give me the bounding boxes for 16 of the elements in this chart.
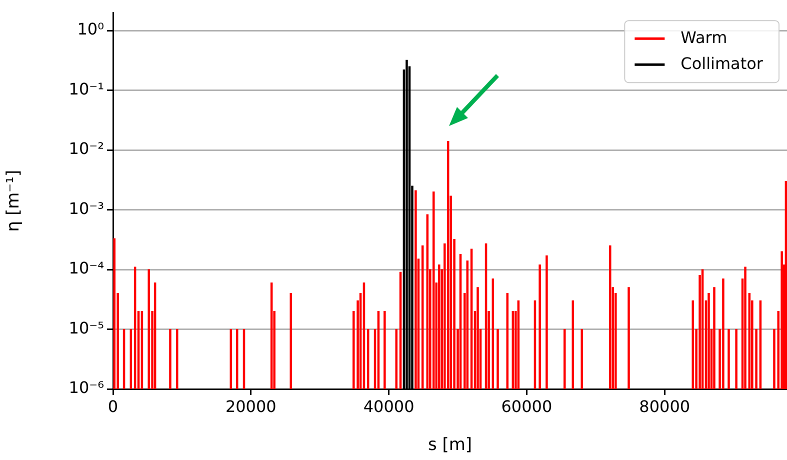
x-tick-label: 60000 <box>501 396 552 416</box>
legend-label: Warm <box>680 28 728 47</box>
y-tick-label: 10⁰ <box>77 20 104 39</box>
x-tick-label: 20000 <box>225 396 276 416</box>
y-tick-label: 10⁻⁵ <box>68 318 104 338</box>
x-axis-title: s [m] <box>428 435 472 456</box>
x-tick-label: 80000 <box>639 396 690 416</box>
legend-label: Collimator <box>680 54 764 73</box>
y-tick-label: 10⁻⁴ <box>68 258 104 278</box>
y-tick-label: 10⁻⁶ <box>68 378 104 398</box>
y-axis-title: η [m⁻¹] <box>4 170 24 232</box>
y-tick-label: 10⁻² <box>68 139 104 158</box>
y-tick-label: 10⁻¹ <box>68 79 104 98</box>
x-tick-label: 0 <box>108 396 118 416</box>
y-tick-label: 10⁻³ <box>68 198 104 218</box>
x-tick-label: 40000 <box>363 396 414 416</box>
